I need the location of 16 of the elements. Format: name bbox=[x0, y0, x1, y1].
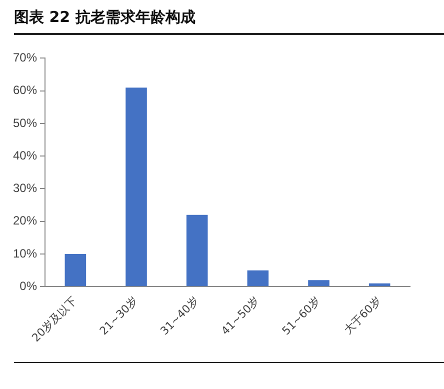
x-tick-label: 大于60岁 bbox=[341, 294, 384, 337]
y-tick-label: 40% bbox=[12, 148, 38, 162]
bar bbox=[126, 88, 147, 286]
bar bbox=[64, 254, 86, 286]
bar bbox=[308, 280, 330, 286]
chart-title: 图表 22 抗老需求年龄构成 bbox=[14, 8, 196, 27]
y-tick-label: 60% bbox=[12, 83, 38, 98]
y-tick-label: 10% bbox=[12, 246, 38, 260]
y-tick-label: 20% bbox=[12, 214, 38, 228]
y-tick-label: 30% bbox=[12, 181, 38, 196]
y-tick-label: 50% bbox=[12, 116, 38, 130]
x-tick-label: 20岁及以下 bbox=[29, 294, 80, 344]
bar bbox=[247, 270, 269, 286]
y-tick-label: 70% bbox=[12, 50, 38, 65]
y-tick-label: 0% bbox=[20, 278, 38, 293]
bar bbox=[186, 214, 208, 286]
